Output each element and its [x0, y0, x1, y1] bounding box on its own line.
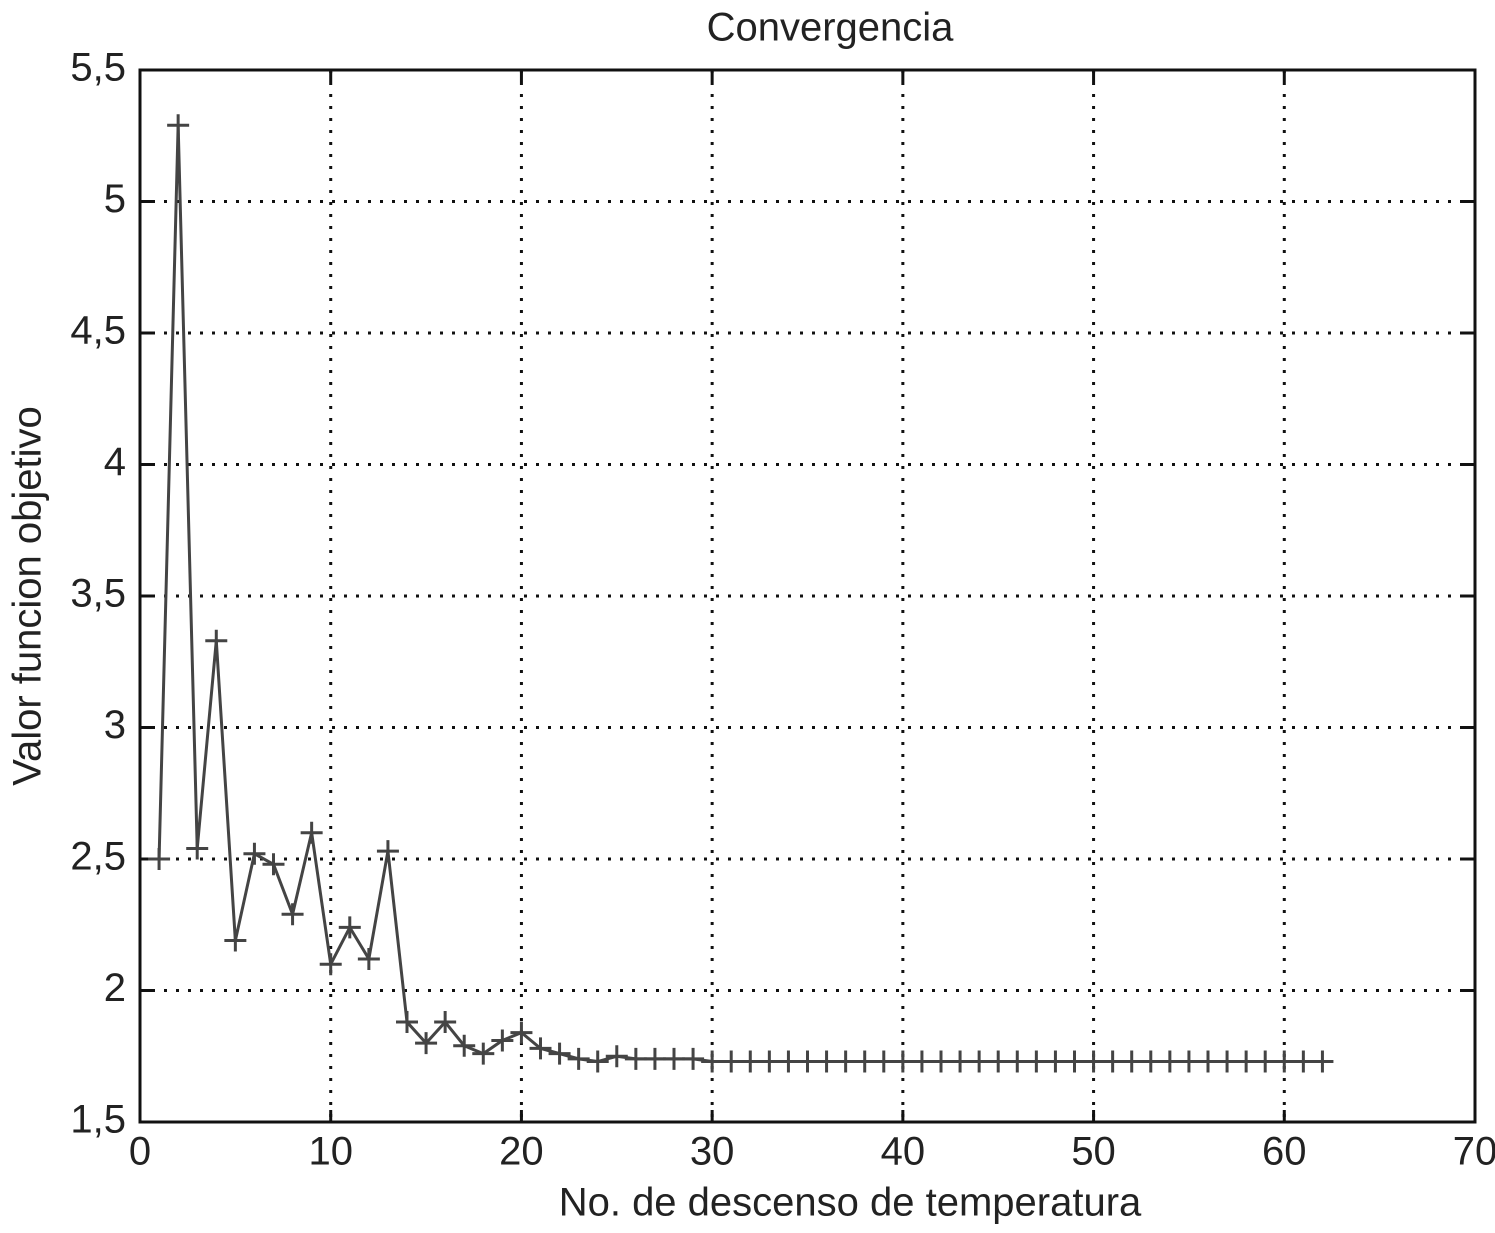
marker	[148, 848, 171, 870]
marker	[605, 1045, 628, 1068]
marker	[796, 1050, 819, 1073]
marker	[968, 1050, 991, 1073]
marker	[243, 842, 266, 865]
marker	[949, 1050, 972, 1073]
x-tick-label: 50	[1071, 1130, 1116, 1174]
marker	[682, 1047, 705, 1070]
marker	[777, 1050, 800, 1073]
marker	[1101, 1050, 1124, 1073]
marker	[1044, 1050, 1067, 1073]
marker	[1025, 1050, 1048, 1073]
y-tick-label: 2,5	[70, 835, 126, 879]
marker	[1063, 1050, 1086, 1073]
marker	[910, 1050, 933, 1073]
marker	[434, 1011, 457, 1034]
marker	[872, 1050, 895, 1073]
y-tick-label: 4,5	[70, 309, 126, 353]
x-tick-label: 10	[308, 1130, 353, 1174]
marker	[396, 1011, 418, 1034]
marker	[624, 1047, 647, 1070]
plot-frame	[138, 68, 1477, 1124]
chart-title: Convergencia	[707, 6, 955, 50]
marker	[224, 929, 247, 952]
marker	[720, 1050, 743, 1073]
marker	[205, 629, 228, 652]
marker	[834, 1050, 857, 1073]
marker	[643, 1047, 666, 1070]
marker	[567, 1047, 590, 1070]
marker	[1197, 1050, 1219, 1073]
marker	[262, 853, 285, 876]
y-tick-label: 3	[104, 703, 126, 747]
marker	[1082, 1050, 1105, 1073]
marker	[739, 1050, 762, 1073]
marker	[930, 1050, 952, 1073]
marker	[1254, 1050, 1277, 1073]
x-tick-label: 20	[499, 1130, 544, 1174]
marker	[1177, 1050, 1200, 1073]
x-tick-label: 60	[1262, 1130, 1307, 1174]
marker	[1139, 1050, 1162, 1073]
marker	[987, 1050, 1010, 1073]
marker	[853, 1050, 876, 1073]
y-tick-label: 3,5	[70, 572, 126, 616]
y-axis-label: Valor funcion objetivo	[6, 406, 50, 786]
marker	[300, 821, 323, 844]
marker	[167, 114, 190, 137]
marker	[186, 837, 209, 860]
marker	[758, 1050, 781, 1073]
marker	[472, 1042, 495, 1065]
y-tick-label: 2	[104, 966, 126, 1010]
marker	[376, 840, 399, 863]
marker	[453, 1034, 476, 1057]
y-tick-label: 5	[104, 177, 126, 221]
marker	[1311, 1050, 1334, 1073]
x-tick-label: 0	[129, 1130, 151, 1174]
series-line	[157, 125, 1323, 1064]
x-tick-label: 30	[690, 1130, 735, 1174]
y-tick-label: 4	[104, 440, 126, 484]
marker	[1216, 1050, 1239, 1073]
marker	[663, 1047, 685, 1070]
marker	[1158, 1050, 1181, 1073]
marker	[357, 947, 380, 970]
marker	[1292, 1050, 1315, 1073]
marker	[1273, 1050, 1296, 1073]
marker	[338, 916, 361, 939]
marker	[281, 903, 304, 926]
marker	[1006, 1050, 1029, 1073]
marker	[701, 1050, 724, 1073]
marker	[529, 1037, 552, 1060]
x-tick-label: 40	[881, 1130, 926, 1174]
marker	[1120, 1050, 1143, 1073]
y-tick-label: 5,5	[70, 46, 126, 90]
marker	[891, 1050, 914, 1073]
marker	[815, 1050, 838, 1073]
marker	[319, 953, 342, 976]
marker	[510, 1021, 533, 1044]
marker	[1235, 1050, 1258, 1073]
marker	[491, 1029, 514, 1052]
x-axis-label: No. de descenso de temperatura	[559, 1181, 1142, 1225]
x-tick-label: 70	[1453, 1130, 1495, 1174]
marker	[548, 1042, 571, 1065]
marker	[415, 1032, 438, 1055]
marker	[586, 1050, 609, 1073]
y-tick-label: 1,5	[70, 1098, 126, 1142]
